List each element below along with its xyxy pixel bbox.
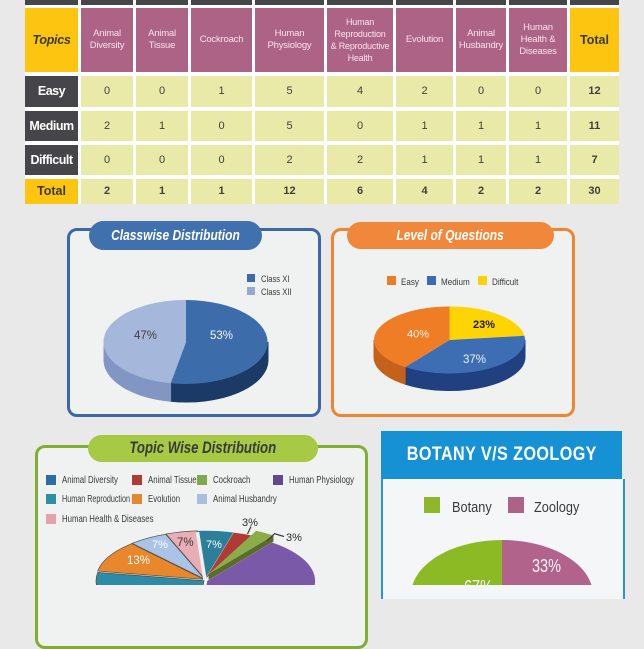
svg-text:53%: 53% <box>210 330 233 342</box>
svg-text:37%: 37% <box>463 354 486 366</box>
svg-text:7%: 7% <box>206 539 222 551</box>
svg-text:47%: 47% <box>134 330 157 342</box>
svg-text:3%: 3% <box>286 532 302 544</box>
svg-text:33%: 33% <box>532 556 561 576</box>
svg-text:67%: 67% <box>464 577 493 585</box>
svg-text:40%: 40% <box>407 329 429 341</box>
svg-text:13%: 13% <box>127 555 150 567</box>
svg-text:23%: 23% <box>473 319 495 331</box>
svg-text:3%: 3% <box>242 517 258 529</box>
svg-text:7%: 7% <box>152 539 168 551</box>
svg-text:7%: 7% <box>177 537 194 549</box>
